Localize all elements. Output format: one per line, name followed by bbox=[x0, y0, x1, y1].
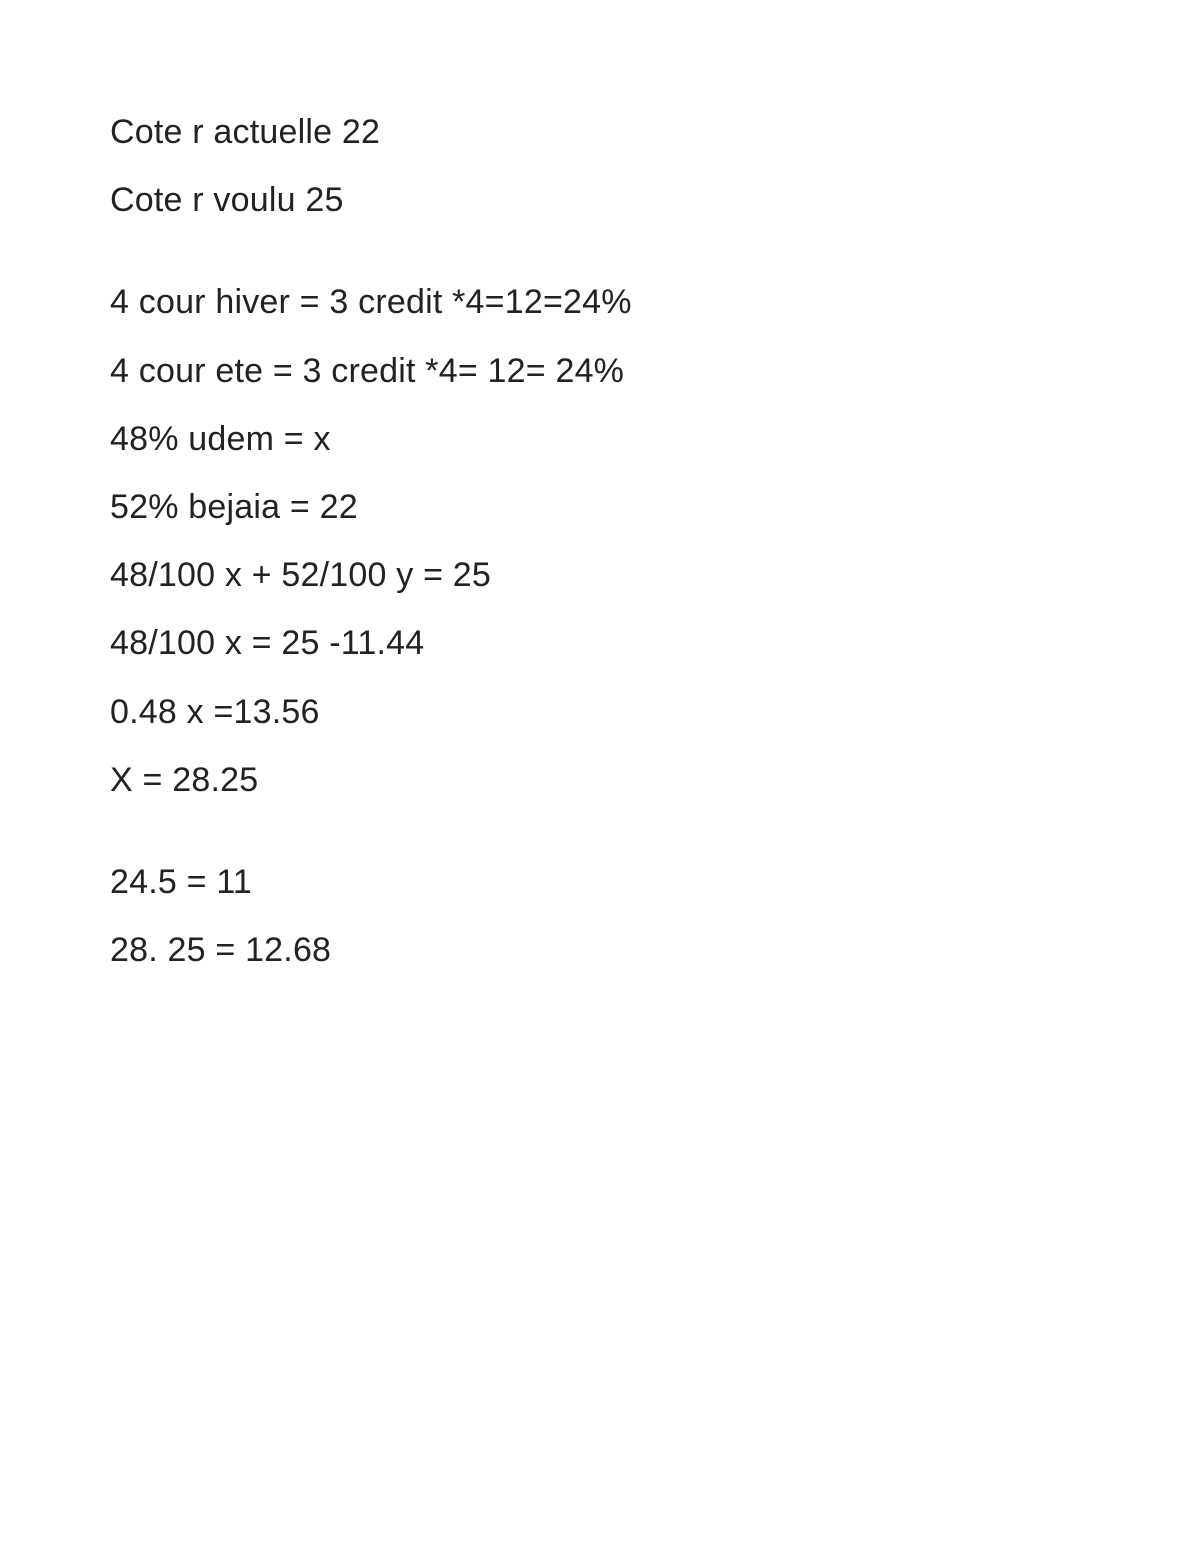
paragraph-gap bbox=[110, 826, 1100, 860]
text-line: 52% bejaia = 22 bbox=[110, 485, 1100, 529]
text-line: 48/100 x + 52/100 y = 25 bbox=[110, 553, 1100, 597]
paragraph-gap bbox=[110, 246, 1100, 280]
text-line: 4 cour ete = 3 credit *4= 12= 24% bbox=[110, 349, 1100, 393]
text-line: 28. 25 = 12.68 bbox=[110, 928, 1100, 972]
text-line: X = 28.25 bbox=[110, 758, 1100, 802]
text-line: Cote r actuelle 22 bbox=[110, 110, 1100, 154]
text-line: 24.5 = 11 bbox=[110, 860, 1100, 904]
text-line: 0.48 x =13.56 bbox=[110, 690, 1100, 734]
text-line: Cote r voulu 25 bbox=[110, 178, 1100, 222]
text-line: 48% udem = x bbox=[110, 417, 1100, 461]
text-line: 4 cour hiver = 3 credit *4=12=24% bbox=[110, 280, 1100, 324]
text-line: 48/100 x = 25 -11.44 bbox=[110, 621, 1100, 665]
